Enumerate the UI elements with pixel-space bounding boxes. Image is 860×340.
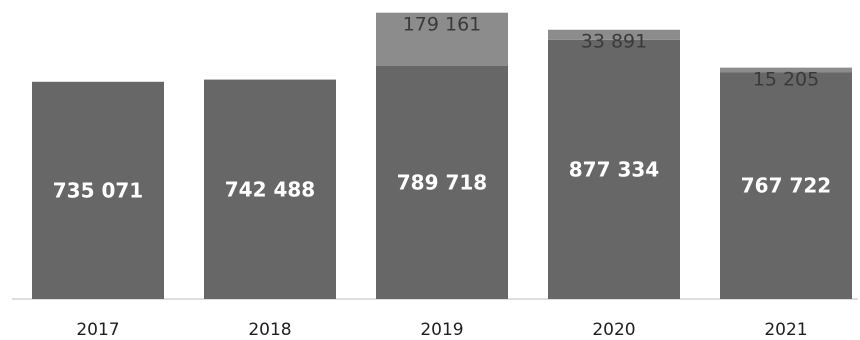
bar-base-2018 (204, 79, 336, 300)
bar-top-2020 (548, 29, 680, 40)
bars-group (32, 12, 852, 300)
data-label-base-2019: 789 718 (397, 170, 487, 194)
bar-base-2017 (32, 81, 164, 299)
data-label-top-2020: 33 891 (581, 31, 647, 53)
data-label-base-2017: 735 071 (53, 178, 143, 202)
bar-base-2020 (548, 39, 680, 299)
bar-top-2021 (720, 67, 852, 73)
x-tick-label-2021: 2021 (764, 320, 807, 340)
x-tick-label-2020: 2020 (592, 320, 635, 340)
data-label-base-2018: 742 488 (225, 177, 315, 201)
data-labels-group: 735 071 742 488 789 718 179 161 877 334 33 89… (53, 14, 831, 203)
data-label-base-2020: 877 334 (569, 157, 659, 181)
x-tick-label-2017: 2017 (76, 320, 119, 340)
data-label-top-2021: 15 205 (753, 69, 819, 91)
bar-top-2019 (376, 12, 508, 66)
data-label-top-2019: 179 161 (403, 14, 482, 36)
bar-base-2021 (720, 72, 852, 299)
bar-base-2019 (376, 65, 508, 299)
x-tick-label-2018: 2018 (248, 320, 291, 340)
x-tick-labels-group: 2017 2018 2019 2020 2021 (76, 320, 807, 340)
x-tick-label-2019: 2019 (420, 320, 463, 340)
data-label-base-2021: 767 722 (741, 174, 831, 198)
